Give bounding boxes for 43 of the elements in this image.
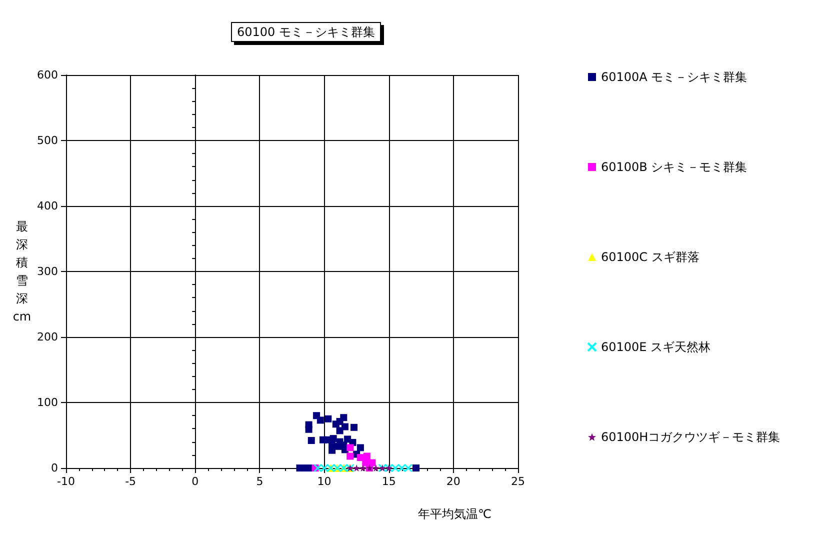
point [346, 444, 354, 452]
y-tick-label: 400 [37, 200, 58, 212]
x-tick-label: 5 [256, 475, 264, 488]
y-tick-label: 0 [51, 462, 58, 474]
point [336, 418, 344, 425]
point [330, 435, 337, 442]
y-tick-label: 200 [37, 330, 58, 344]
point [356, 444, 364, 452]
point [360, 464, 367, 472]
y-tick-label: 100 [37, 396, 58, 409]
point [350, 424, 358, 431]
point [316, 416, 324, 424]
legend-label: 60100Hコガクウツギ－モミ群集 [601, 430, 780, 444]
point [308, 436, 315, 444]
x-tick-label: -5 [125, 475, 136, 488]
point [363, 452, 370, 460]
point [372, 464, 380, 472]
legend-label: 60100E スギ天然林 [601, 340, 711, 354]
point [398, 464, 406, 472]
chart-title: 60100 モミ－シキミ群集 [237, 25, 375, 39]
y-tick-label: 300 [37, 265, 58, 278]
point [336, 427, 344, 434]
y-tick-label: 500 [37, 134, 58, 147]
point [412, 464, 420, 472]
point [314, 464, 322, 472]
x-tick-label: 20 [446, 475, 460, 488]
point [404, 464, 412, 472]
y-tick-label: 600 [37, 68, 58, 82]
legend-label: 60100A モミ－シキミ群集 [601, 70, 748, 84]
legend-label: 60100B シキミ－モミ群集 [601, 160, 748, 174]
x-tick-label: 25 [511, 475, 525, 488]
x-axis-title: 年平均気温℃ [418, 507, 492, 521]
x-tick-label: -10 [57, 475, 75, 488]
y-axis-title: 最深積雪深cm [12, 220, 32, 324]
legend-label: 60100C スギ群落 [601, 250, 700, 264]
x-tick-label: 10 [317, 475, 332, 488]
x-tick-label: 0 [192, 475, 199, 488]
point [305, 426, 312, 433]
point [353, 464, 360, 472]
point [324, 415, 332, 422]
point [346, 452, 354, 460]
point [328, 442, 336, 449]
x-tick-label: 15 [382, 475, 396, 488]
